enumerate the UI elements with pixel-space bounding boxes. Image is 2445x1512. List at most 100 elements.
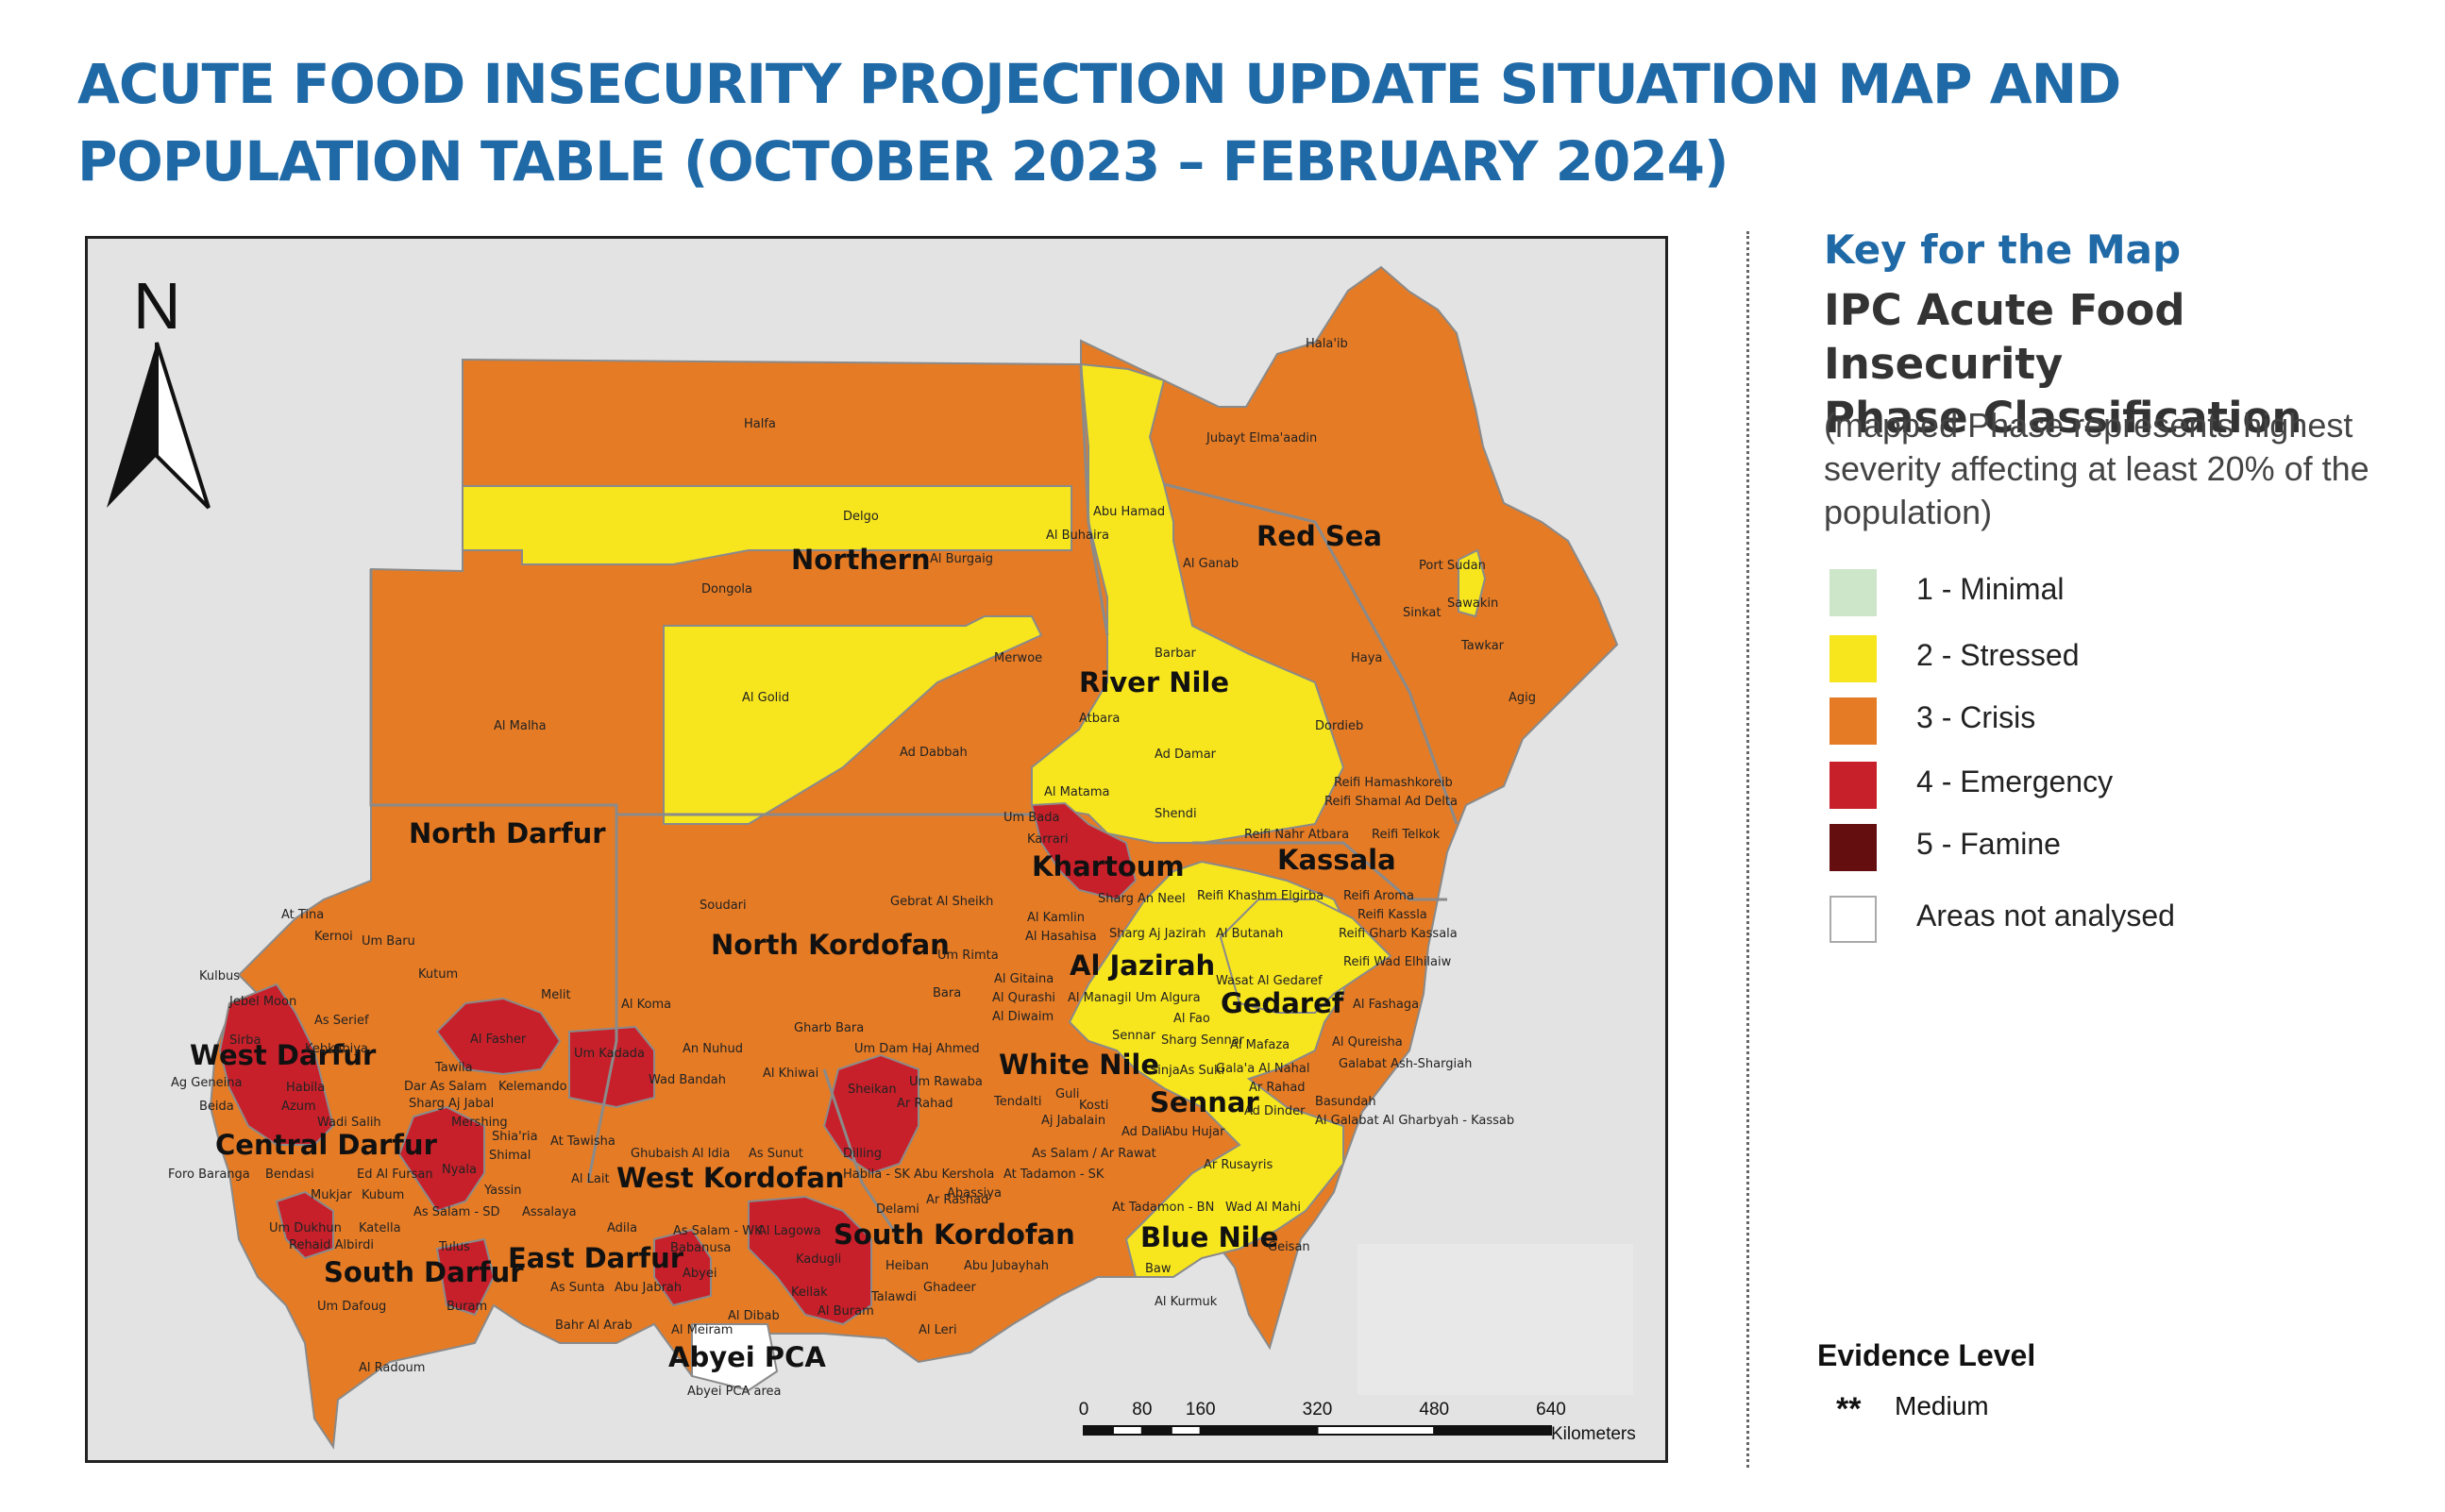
locality-label: Um Dafoug <box>317 1300 386 1314</box>
locality-label: Ag Geneina <box>171 1076 242 1090</box>
key-subtitle-line-1: IPC Acute Food Insecurity <box>1824 285 2185 389</box>
locality-label: Tawkar <box>1460 639 1505 653</box>
south-darfur-east-emergency <box>435 1237 496 1317</box>
title-line-2: POPULATION TABLE (OCTOBER 2023 – FEBRUAR… <box>77 129 1729 193</box>
locality-label: Sheikan <box>848 1083 897 1097</box>
scale-unit-label: Kilometers <box>1551 1424 1636 1444</box>
legend-swatch <box>1830 762 1877 809</box>
locality-label: Halfa <box>744 417 776 431</box>
locality-label: Sennar <box>1112 1029 1156 1043</box>
legend-item-stressed: 2 - Stressed <box>1830 630 2396 687</box>
title-line-1: ACUTE FOOD INSECURITY PROJECTION UPDATE … <box>77 52 2121 116</box>
locality-label: Baw <box>1145 1262 1172 1276</box>
locality-label: Abu Kershola <box>914 1168 994 1182</box>
legend-swatch <box>1830 824 1877 871</box>
locality-label: Um Baru <box>362 934 415 949</box>
locality-label: Sharg An Neel <box>1098 892 1186 906</box>
locality-label: Um Dukhun <box>269 1221 342 1235</box>
locality-label: Aj Jabalain <box>1041 1114 1105 1128</box>
locality-label: Al Mafaza <box>1230 1038 1290 1052</box>
evidence-stars-icon: ** <box>1836 1391 1862 1427</box>
locality-label: Bendasi <box>265 1168 314 1182</box>
locality-label: Reifi Hamashkoreib <box>1334 776 1453 790</box>
scale-tick-label: 480 <box>1419 1400 1449 1420</box>
scale-segment <box>1140 1425 1172 1436</box>
key-subtitle-line-2: Phase Classification <box>1824 393 2302 443</box>
locality-label: Tawila <box>434 1061 473 1075</box>
locality-label: Dordieb <box>1315 719 1363 733</box>
locality-label: Babanusa <box>670 1241 731 1255</box>
locality-label: Wad Al Mahi <box>1225 1201 1301 1215</box>
locality-label: As Salam - SD <box>413 1205 499 1219</box>
locality-label: Al Diwaim <box>992 1010 1054 1024</box>
locality-label: Keilak <box>791 1285 828 1300</box>
scale-tick-label: 80 <box>1132 1400 1152 1420</box>
locality-label: Gebrat Al Sheikh <box>890 895 993 909</box>
key-title: Key for the Map <box>1824 227 2182 273</box>
locality-label: Tendalti <box>993 1095 1042 1109</box>
locality-label: At Tadamon - SK <box>1003 1168 1104 1182</box>
locality-label: Al Idia <box>692 1147 730 1161</box>
babanusa-emergency <box>653 1228 712 1307</box>
locality-label: Kosti <box>1079 1099 1108 1113</box>
scale-segment <box>1316 1425 1436 1436</box>
scale-segment <box>1111 1425 1143 1436</box>
locality-label: Al Dibab <box>728 1309 780 1323</box>
abyei-not-analysed <box>691 1323 779 1392</box>
state-label-al-jazirah: Al Jazirah <box>1070 949 1215 982</box>
state-label-north-kordofan: North Kordofan <box>711 929 950 961</box>
locality-label: Reifi Khashm Elgirba <box>1197 889 1324 903</box>
locality-label: Reifi Telkok <box>1372 828 1441 842</box>
locality-label: Abyei PCA area <box>687 1385 782 1399</box>
locality-label: Habila <box>286 1081 325 1095</box>
legend-item-minimal: 1 - Minimal <box>1830 564 2396 621</box>
legend-item-famine: 5 - Famine <box>1830 819 2396 876</box>
locality-label: Al Koma <box>621 998 671 1012</box>
locality-label: Buram <box>447 1300 487 1314</box>
northern-delgo-stressed <box>462 485 1072 565</box>
locality-label: Bara <box>933 986 961 1000</box>
key-subtitle: IPC Acute Food Insecurity Phase Classifi… <box>1824 283 2409 445</box>
locality-label: Karrari <box>1027 832 1069 847</box>
locality-label: Nyala <box>442 1163 477 1177</box>
state-label-west-kordofan: West Kordofan <box>616 1162 845 1194</box>
panel-divider <box>1746 231 1749 1468</box>
locality-label: Delgo <box>843 510 879 524</box>
locality-label: Al Fashaga <box>1353 998 1419 1012</box>
locality-label: Al Buhaira <box>1046 529 1109 543</box>
locality-label: Reifi Kassla <box>1357 908 1427 922</box>
state-label-kassala: Kassala <box>1277 844 1396 876</box>
locality-label: Ad Dabbah <box>900 746 968 760</box>
legend-label: Areas not analysed <box>1916 899 2175 932</box>
state-label-sennar: Sennar <box>1150 1086 1259 1118</box>
locality-label: Al Buram <box>818 1304 874 1319</box>
locality-label: Reifi Wad Elhilaiw <box>1343 955 1452 969</box>
locality-label: Geisan <box>1268 1240 1310 1254</box>
evidence-level-label: Medium <box>1895 1391 1989 1420</box>
locality-label: Al Gitaina <box>994 972 1054 986</box>
scale-segment <box>1170 1425 1202 1436</box>
locality-label: Dar As Salam <box>404 1080 487 1094</box>
legend-label: 1 - Minimal <box>1916 572 2065 606</box>
locality-label: Habila - SK <box>843 1168 910 1182</box>
locality-label: Galabat Ash-Shargiah <box>1339 1057 1472 1071</box>
locality-label: Al Kurmuk <box>1155 1295 1218 1309</box>
locality-label: SinjaAs Suki <box>1150 1064 1224 1078</box>
locality-label: Al Qureisha <box>1332 1035 1403 1050</box>
locality-label: Al Butanah <box>1216 927 1283 941</box>
locality-label: Kelemando <box>498 1080 567 1094</box>
locality-label: Sharg Sennar <box>1161 1033 1245 1048</box>
scale-tick-label: 160 <box>1186 1400 1216 1420</box>
locality-label: Um Kadada <box>574 1047 645 1061</box>
locality-label: Yassin <box>483 1184 522 1198</box>
south-kordofan-emergency <box>748 1195 872 1326</box>
state-labels: Northern Red Sea River Nile North Darfur… <box>190 520 1396 1373</box>
locality-label: Gala'a Al Nahal <box>1216 1062 1309 1076</box>
locality-label: Talawdi <box>870 1290 917 1304</box>
locality-label: Mukjar <box>311 1188 353 1202</box>
state-label-northern: Northern <box>791 544 931 576</box>
scale-tick-label: 640 <box>1536 1400 1566 1420</box>
locality-label: Atbara <box>1079 712 1120 726</box>
locality-label: Shimal <box>489 1149 531 1163</box>
state-label-gedaref: Gedaref <box>1221 987 1344 1019</box>
